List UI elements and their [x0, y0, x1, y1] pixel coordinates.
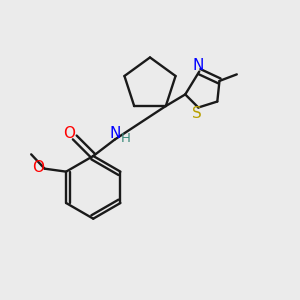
Text: O: O: [63, 126, 75, 141]
Text: N: N: [192, 58, 203, 73]
Text: N: N: [109, 126, 121, 141]
Text: H: H: [121, 132, 131, 145]
Text: S: S: [192, 106, 202, 121]
Text: O: O: [32, 160, 44, 175]
